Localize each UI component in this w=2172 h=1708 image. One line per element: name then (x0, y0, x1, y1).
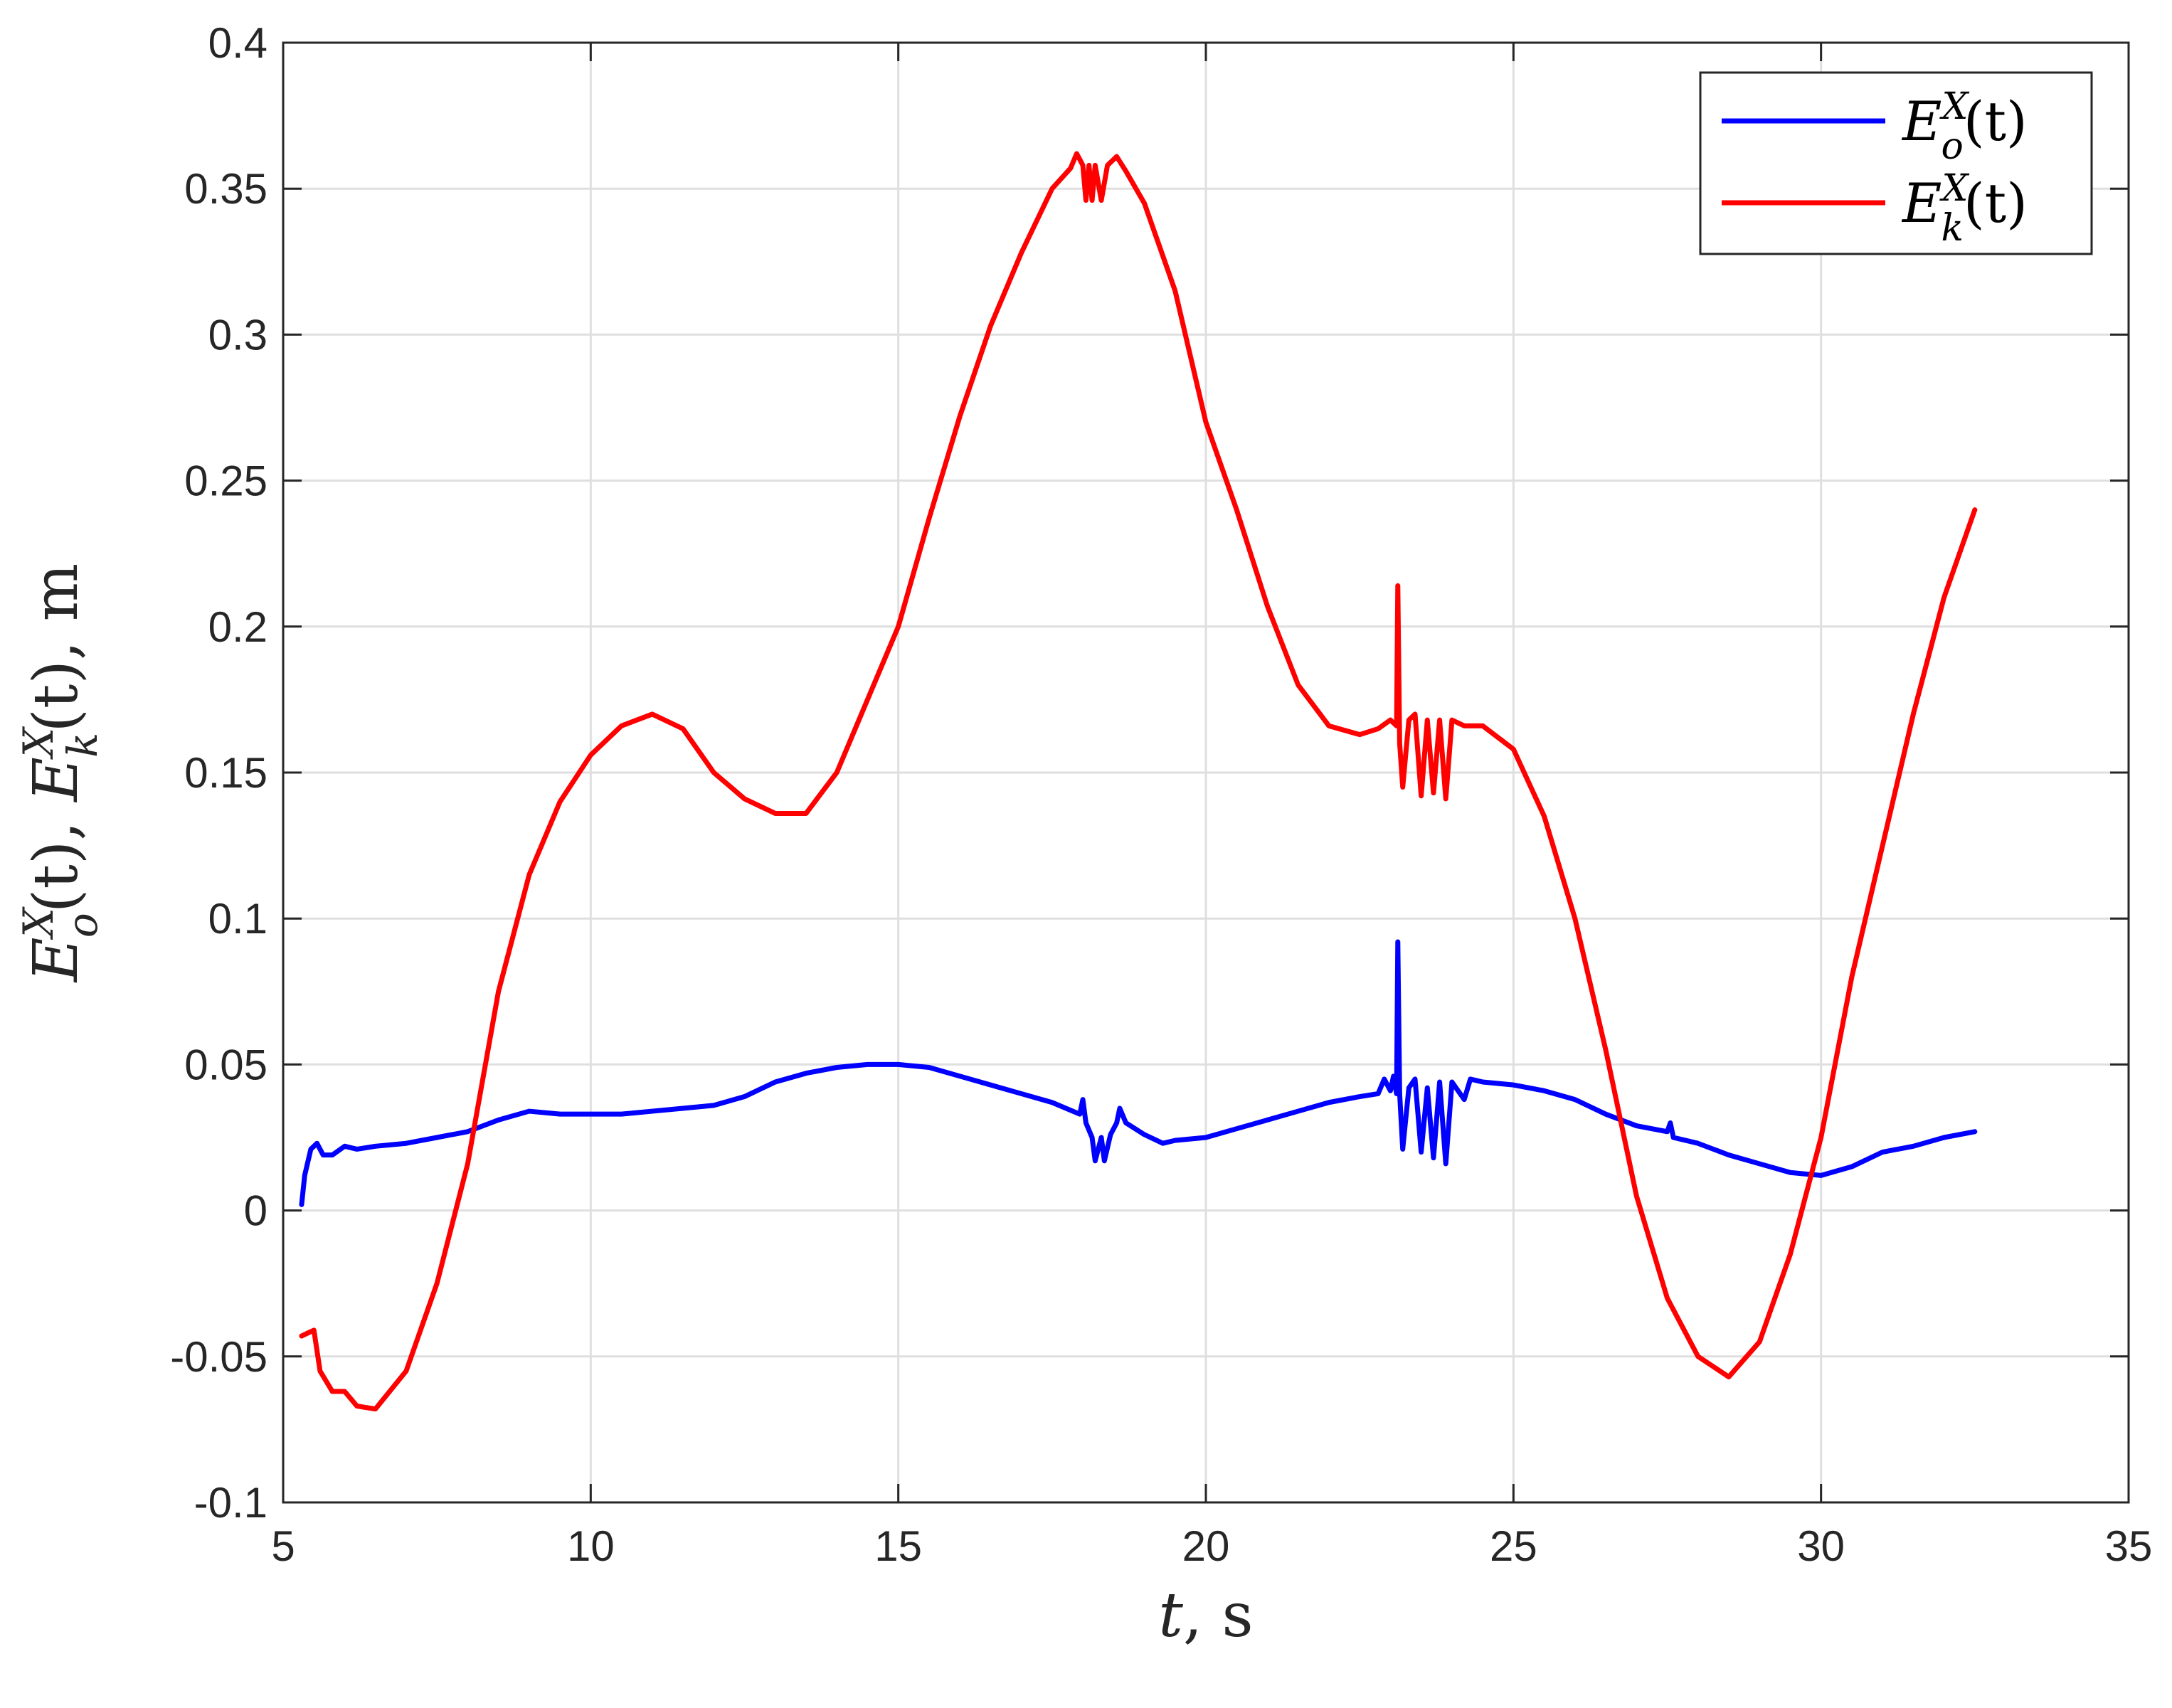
y-label-sup-k: X (14, 726, 63, 760)
y-tick-label: -0.1 (194, 1479, 267, 1527)
y-tick-label: 0.4 (208, 19, 267, 67)
y-label-sub-k: k (58, 733, 107, 758)
legend-eo-sub: o (1941, 125, 1964, 168)
x-axis-tick-labels: 5 10 15 20 25 30 35 (271, 1522, 2152, 1570)
y-tick-label: 0.15 (184, 749, 267, 797)
y-label-fn-o: (t), (21, 802, 92, 913)
legend-ek-fn: (t) (1964, 171, 2028, 235)
legend-label-eo: EX o(t) (1901, 85, 2028, 168)
y-tick-label: 0.1 (208, 895, 267, 943)
x-tick-label: 5 (271, 1522, 295, 1570)
y-label-sub-o: o (58, 913, 107, 938)
gridlines (283, 43, 2129, 1502)
legend-eo-sup: X (1939, 85, 1969, 128)
legend-label-ek: EX k(t) (1901, 167, 2028, 250)
y-label-e-k: E (21, 757, 92, 803)
y-tick-label: 0.25 (184, 457, 267, 505)
y-tick-label: 0 (244, 1187, 267, 1235)
y-axis-tick-labels: -0.1 -0.05 0 0.05 0.1 0.15 0.2 0.25 0.3 0.35 0.4 (170, 19, 267, 1527)
x-tick-label: 10 (567, 1522, 615, 1570)
y-tick-label: 0.35 (184, 165, 267, 213)
x-axis-label-variable: t (1158, 1580, 1183, 1651)
y-label-e-o: E (21, 937, 92, 983)
y-label-fn-k: (t), m (21, 563, 92, 733)
series-lines (299, 151, 1978, 1412)
y-tick-label: 0.2 (208, 603, 267, 651)
y-axis-label: EXo(t), EXk(t), m (14, 563, 107, 983)
x-tick-label: 25 (1490, 1522, 1537, 1570)
legend-box (1699, 71, 2093, 255)
x-axis-label-unit: , s (1183, 1580, 1254, 1651)
series-line-ek (299, 151, 1978, 1412)
x-tick-label: 35 (2105, 1522, 2153, 1570)
legend-ek-sub: k (1941, 207, 1964, 250)
legend-ek-e: E (1901, 171, 1941, 235)
x-axis-label: t, s (1158, 1580, 1253, 1651)
y-label-sup-o: X (14, 906, 63, 940)
x-tick-label: 30 (1797, 1522, 1845, 1570)
axis-ticks (282, 41, 2130, 1504)
y-tick-label: 0.05 (184, 1041, 267, 1088)
x-tick-label: 15 (874, 1522, 922, 1570)
x-tick-label: 20 (1182, 1522, 1230, 1570)
y-tick-label: -0.05 (170, 1333, 267, 1381)
y-tick-label: 0.3 (208, 311, 267, 359)
legend: EX o(t) EX k(t) (1699, 71, 2093, 255)
series-line-eo (299, 939, 1978, 1207)
legend-eo-fn: (t) (1964, 90, 2028, 153)
legend-eo-e: E (1901, 90, 1941, 153)
legend-ek-sup: X (1939, 167, 1969, 210)
